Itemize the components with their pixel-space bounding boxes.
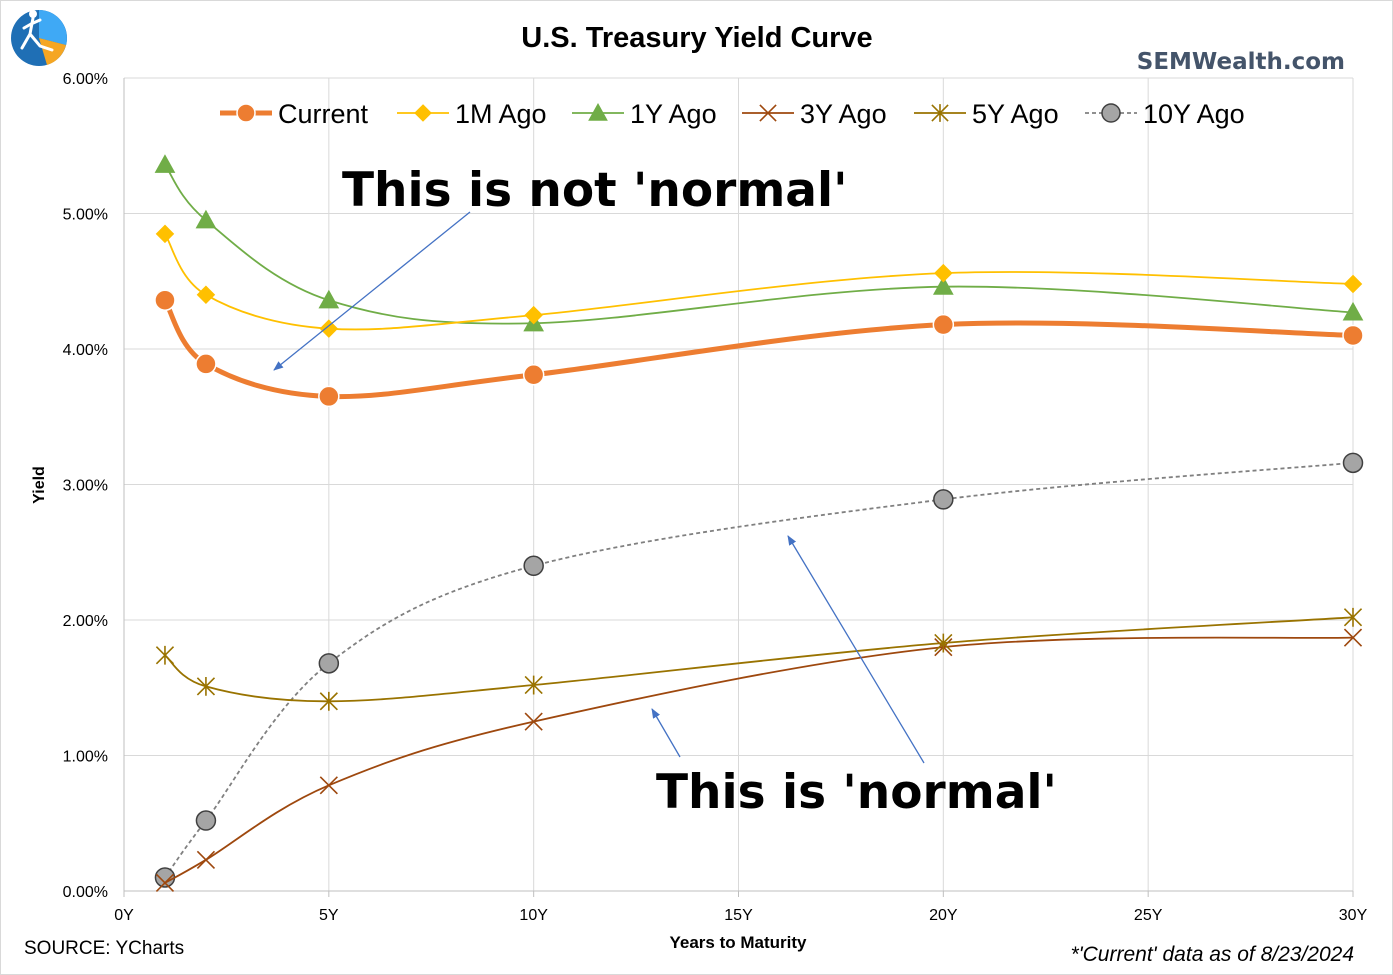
data-point-current	[1342, 324, 1364, 347]
x-tick-label: 25Y	[1134, 907, 1163, 924]
data-point-3y-ago	[1343, 628, 1363, 647]
data-point-current	[932, 313, 955, 336]
data-point-3y-ago	[524, 712, 543, 731]
x-tick-label: 5Y	[319, 907, 339, 924]
x-tick-label: 10Y	[519, 907, 548, 924]
data-point-1m-ago	[319, 319, 339, 338]
legend-item-3y-ago: 3Y Ago	[742, 99, 887, 129]
y-tick-label: 4.00%	[63, 342, 108, 359]
x-tick-label: 30Y	[1339, 907, 1368, 924]
legend-marker-1m-ago	[414, 104, 432, 122]
data-point-current	[522, 363, 545, 386]
data-point-1m-ago	[196, 285, 216, 305]
legend-marker-3y-ago	[759, 104, 777, 122]
data-point-current	[154, 289, 176, 311]
series-10y-ago	[154, 452, 1364, 888]
data-point-5y-ago	[319, 691, 338, 711]
data-point-current	[195, 353, 217, 375]
annotation-arrow	[651, 708, 681, 758]
legend-label-3y-ago: 3Y Ago	[800, 99, 887, 129]
y-tick-label: 2.00%	[63, 613, 108, 630]
annotation-normal: This is 'normal'	[656, 765, 1057, 820]
series-1m-ago	[155, 224, 1363, 338]
legend-label-10y-ago: 10Y Ago	[1143, 99, 1245, 129]
data-point-10y-ago	[523, 555, 544, 577]
data-point-3y-ago	[196, 850, 216, 869]
y-axis-label: Yield	[31, 466, 48, 504]
source-text: SOURCE: YCharts	[24, 938, 184, 959]
y-tick-label: 0.00%	[63, 884, 108, 901]
series-current	[154, 289, 1364, 408]
series-3y-ago	[155, 628, 1363, 892]
data-point-10y-ago	[933, 489, 954, 510]
data-point-10y-ago	[195, 810, 217, 831]
legend-item-10y-ago: 10Y Ago	[1085, 99, 1245, 129]
series-line-1m-ago	[164, 233, 1354, 331]
series-5y-ago	[155, 607, 1363, 711]
legend-label-1m-ago: 1M Ago	[455, 99, 547, 129]
data-point-1m-ago	[155, 224, 175, 244]
data-point-1m-ago	[524, 305, 543, 325]
data-point-5y-ago	[155, 645, 175, 665]
legend-item-5y-ago: 5Y Ago	[914, 99, 1059, 129]
legend-item-current: Current	[220, 99, 369, 129]
x-axis-label: Years to Maturity	[670, 933, 808, 952]
data-point-3y-ago	[319, 776, 338, 795]
data-point-1y-ago	[1342, 301, 1364, 321]
legend-label-current: Current	[278, 99, 369, 129]
data-point-current	[318, 385, 340, 408]
annotation-arrow	[787, 535, 925, 764]
data-point-10y-ago	[154, 867, 176, 888]
legend-label-5y-ago: 5Y Ago	[972, 99, 1059, 129]
data-point-1m-ago	[934, 263, 953, 283]
data-point-3y-ago	[155, 873, 175, 892]
data-point-1y-ago	[154, 154, 176, 173]
footnote-text: *'Current' data as of 8/23/2024	[1070, 943, 1354, 966]
data-point-5y-ago	[934, 633, 953, 653]
series-line-5y-ago	[164, 616, 1354, 703]
series-line-3y-ago	[164, 636, 1354, 884]
brand-text: SEMWealth.com	[1137, 49, 1345, 75]
data-point-10y-ago	[1342, 452, 1364, 474]
data-point-5y-ago	[1343, 607, 1363, 627]
brand-logo-icon	[11, 10, 67, 66]
chart-title: U.S. Treasury Yield Curve	[521, 22, 872, 54]
x-tick-label: 0Y	[114, 907, 134, 924]
x-tick-label: 15Y	[724, 907, 753, 924]
series-1y-ago	[154, 154, 1364, 332]
annotation-arrow	[273, 211, 471, 371]
data-point-10y-ago	[318, 653, 340, 674]
legend-label-1y-ago: 1Y Ago	[630, 99, 717, 129]
y-tick-label: 5.00%	[63, 207, 108, 224]
annotation-not-normal: This is not 'normal'	[342, 163, 848, 218]
data-point-1y-ago	[318, 289, 340, 309]
y-tick-label: 6.00%	[63, 71, 108, 88]
data-point-5y-ago	[196, 676, 216, 696]
data-point-1m-ago	[1343, 274, 1363, 294]
legend-item-1y-ago: 1Y Ago	[572, 99, 717, 129]
legend-marker-1y-ago	[588, 102, 608, 121]
series-line-1y-ago	[164, 164, 1354, 325]
legend-marker-10y-ago	[1101, 103, 1121, 123]
legend-marker-5y-ago	[931, 104, 949, 122]
data-point-1y-ago	[932, 276, 954, 295]
legend-marker-current	[236, 103, 256, 123]
y-tick-label: 3.00%	[63, 478, 108, 495]
x-tick-label: 20Y	[929, 907, 958, 924]
data-point-5y-ago	[524, 675, 543, 695]
data-point-1y-ago	[195, 209, 217, 229]
legend-item-1m-ago: 1M Ago	[397, 99, 547, 129]
y-tick-label: 1.00%	[63, 749, 108, 766]
